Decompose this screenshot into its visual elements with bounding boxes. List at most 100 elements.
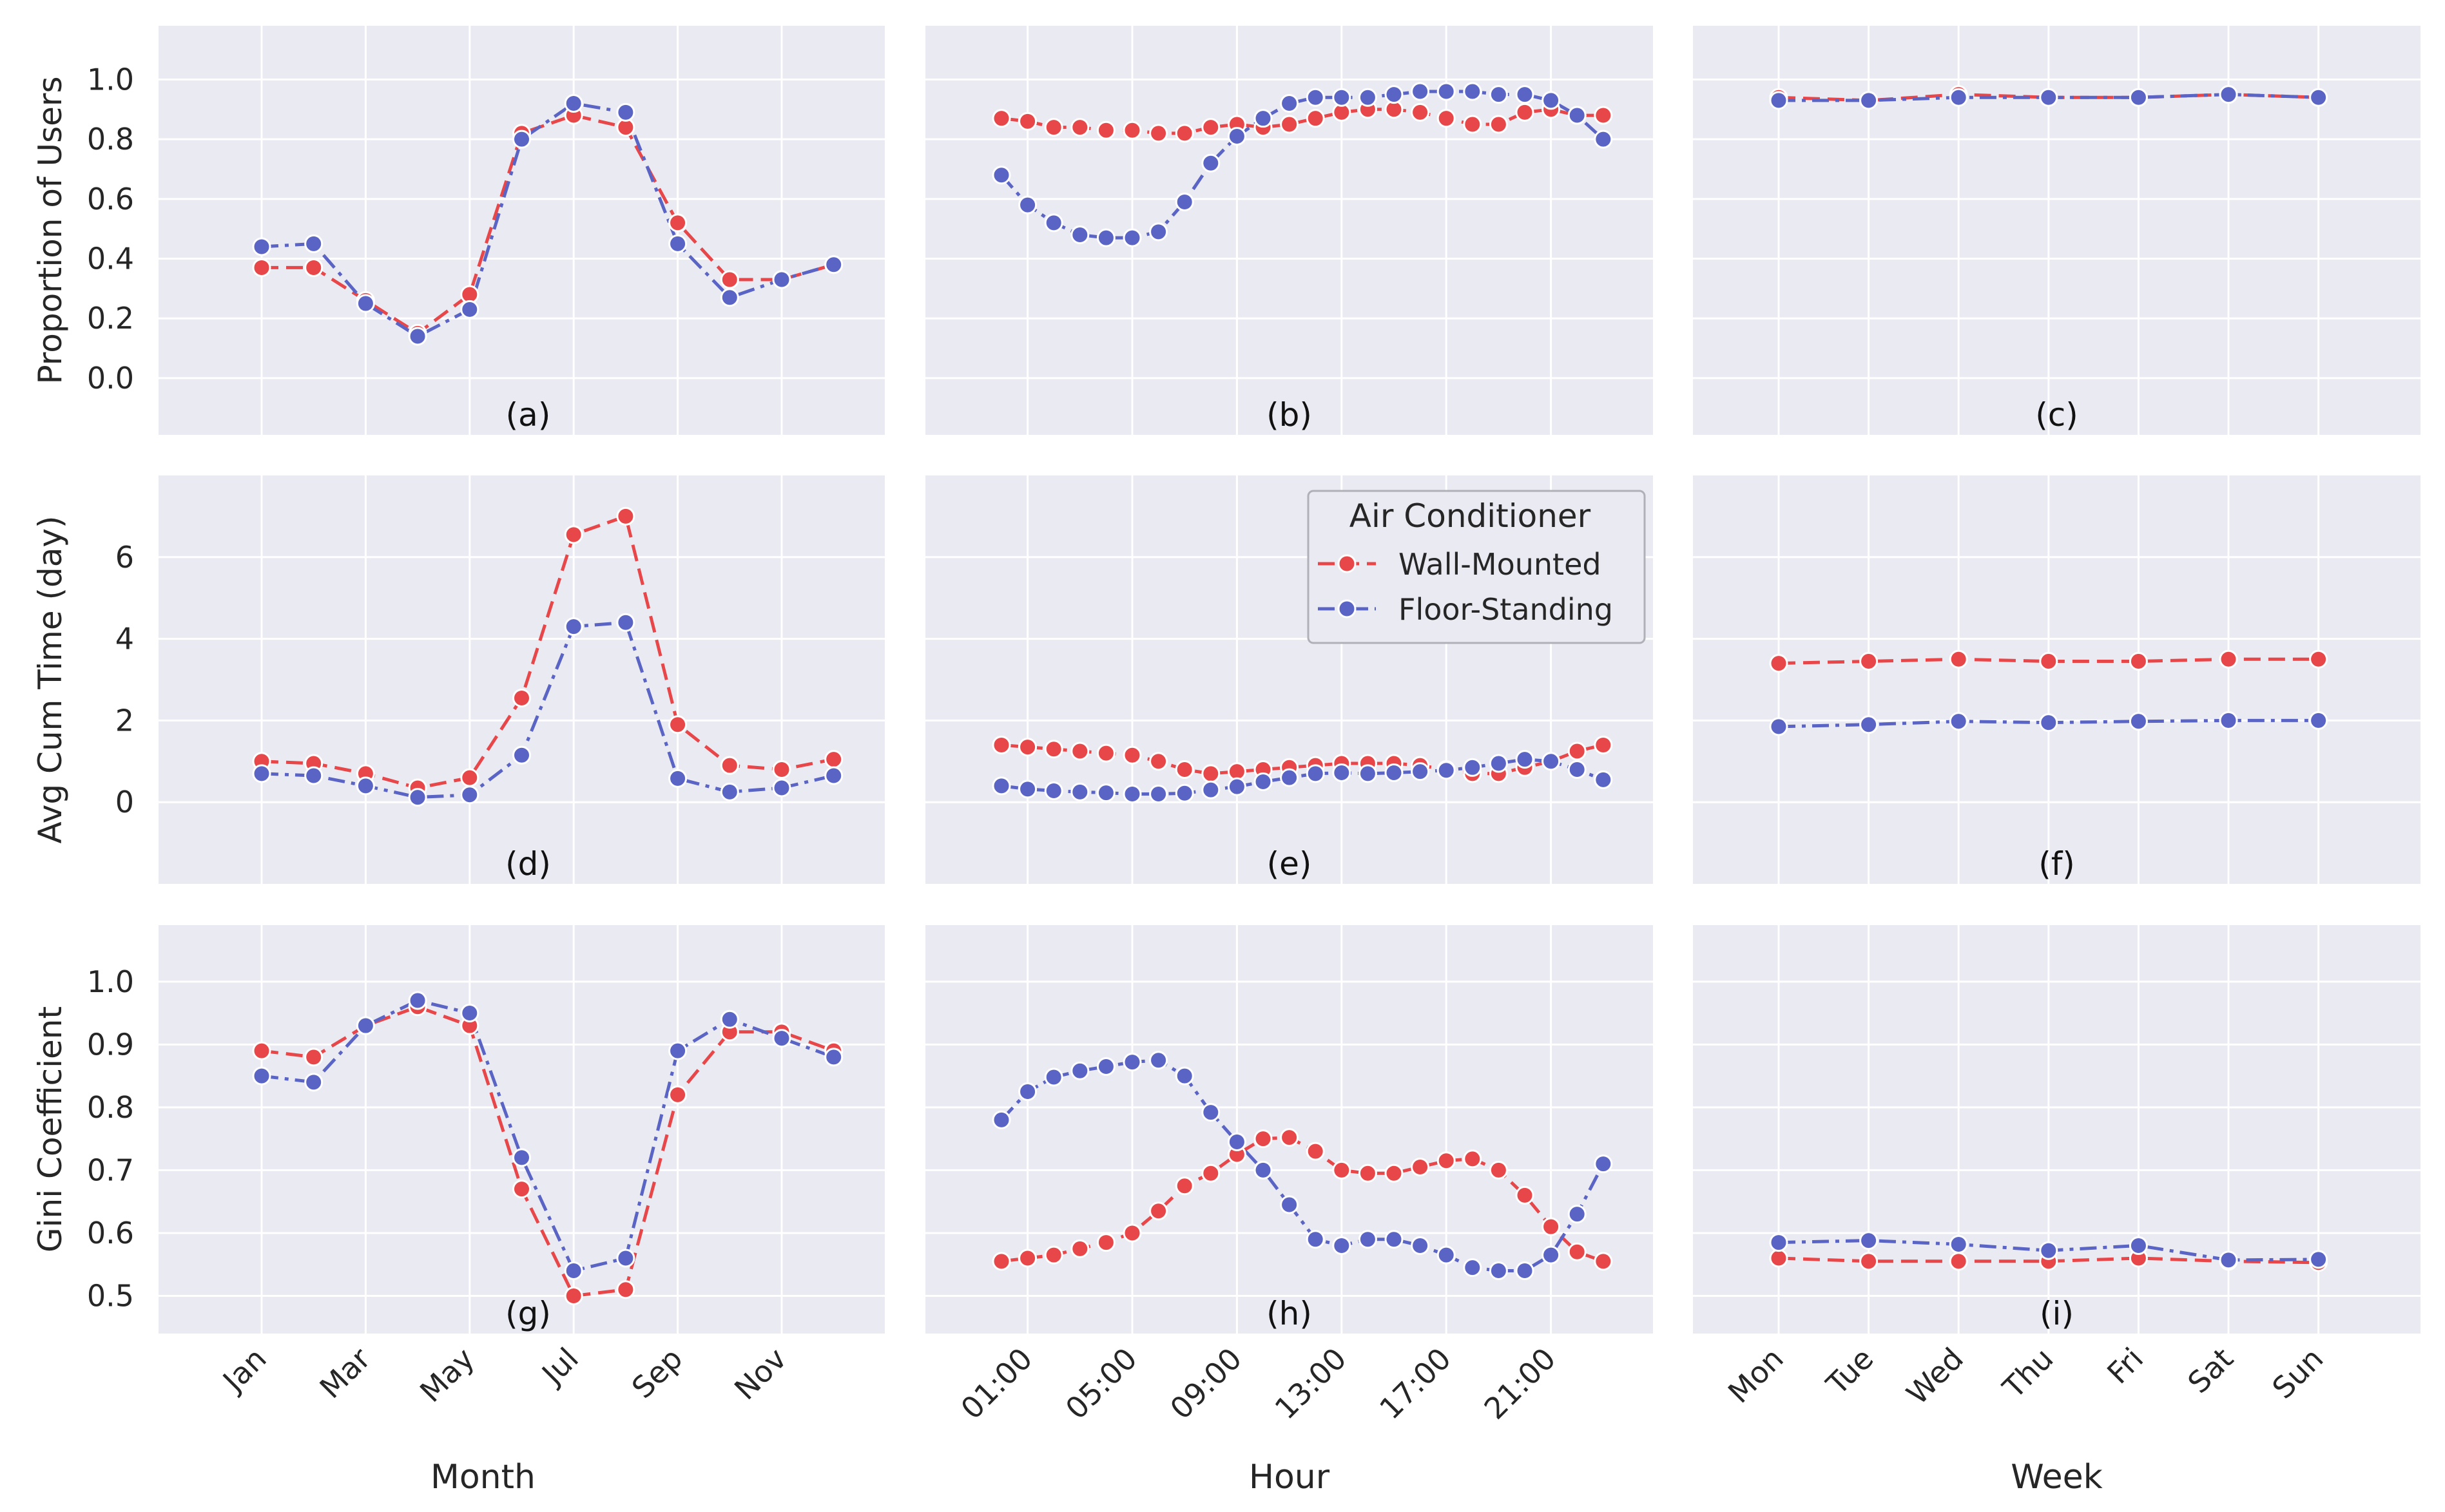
- data-point-wall-mounted: [1201, 764, 1221, 783]
- data-point-floor-standing: [1253, 772, 1273, 791]
- data-point-floor-standing: [1463, 758, 1482, 777]
- data-point-floor-standing: [1018, 780, 1038, 799]
- data-point-floor-standing: [1070, 782, 1090, 801]
- data-point-wall-mounted: [1594, 1252, 1613, 1271]
- data-point-floor-standing: [1175, 783, 1194, 803]
- data-point-wall-mounted: [992, 109, 1011, 128]
- data-point-floor-standing: [252, 237, 271, 256]
- data-point-wall-mounted: [1594, 735, 1613, 754]
- x-tick-label: 21:00: [1477, 1341, 1562, 1426]
- panel-background: [159, 925, 885, 1334]
- data-point-floor-standing: [1306, 1230, 1325, 1249]
- data-point-wall-mounted: [1149, 1201, 1168, 1221]
- x-tick-label: Mar: [313, 1341, 378, 1406]
- y-tick-label: 1.0: [87, 62, 134, 97]
- data-point-wall-mounted: [1515, 102, 1534, 122]
- data-point-floor-standing: [1515, 1261, 1534, 1280]
- data-point-floor-standing: [1253, 109, 1273, 128]
- series-line-floor-standing: [261, 101, 835, 338]
- data-point-floor-standing: [1567, 106, 1587, 125]
- data-point-floor-standing: [1567, 760, 1587, 779]
- data-point-wall-mounted: [1949, 1252, 1968, 1271]
- data-point-floor-standing: [1175, 1066, 1194, 1086]
- data-point-wall-mounted: [1489, 115, 1508, 134]
- x-tick-label: Jan: [215, 1341, 273, 1399]
- x-tick-label: Jul: [534, 1341, 585, 1393]
- legend: Air Conditioner Wall-Mounted Floor-Standin…: [1307, 490, 1646, 644]
- data-point-floor-standing: [616, 613, 635, 632]
- panel-h: (h): [925, 925, 1653, 1334]
- data-point-wall-mounted: [1769, 654, 1788, 673]
- data-point-floor-standing: [1332, 763, 1351, 783]
- data-point-floor-standing: [1201, 1103, 1221, 1122]
- data-point-floor-standing: [564, 617, 583, 636]
- data-point-wall-mounted: [720, 270, 739, 289]
- data-point-floor-standing: [2129, 712, 2148, 731]
- y-tick-label: 1.0: [87, 964, 134, 999]
- data-point-floor-standing: [720, 288, 739, 307]
- panel-b: (b): [925, 26, 1653, 435]
- x-axis-label: Hour: [1249, 1458, 1330, 1497]
- data-point-wall-mounted: [1044, 740, 1063, 759]
- data-point-floor-standing: [356, 1016, 375, 1035]
- y-tick-label: 0.4: [87, 242, 134, 276]
- series-line-floor-standing: [261, 999, 835, 1273]
- data-point-wall-mounted: [1018, 111, 1038, 131]
- data-point-floor-standing: [720, 782, 739, 801]
- data-point-floor-standing: [304, 766, 324, 785]
- y-tick-label: 4: [115, 622, 134, 656]
- data-point-floor-standing: [1436, 1245, 1456, 1265]
- data-point-floor-standing: [1515, 85, 1534, 104]
- data-point-floor-standing: [1123, 228, 1142, 247]
- x-tick-label: Fri: [2100, 1341, 2150, 1391]
- data-point-floor-standing: [1096, 783, 1116, 803]
- data-point-wall-mounted: [2309, 649, 2328, 669]
- data-point-floor-standing: [1859, 715, 1879, 734]
- data-point-floor-standing: [1949, 1234, 1968, 1254]
- data-point-wall-mounted: [1280, 115, 1299, 134]
- data-point-floor-standing: [992, 1110, 1011, 1129]
- data-point-floor-standing: [824, 1048, 844, 1067]
- data-point-wall-mounted: [668, 1085, 688, 1104]
- data-point-floor-standing: [824, 766, 844, 785]
- data-point-wall-mounted: [616, 506, 635, 526]
- data-point-floor-standing: [512, 1148, 531, 1167]
- data-point-floor-standing: [2129, 88, 2148, 107]
- data-point-floor-standing: [1594, 129, 1613, 149]
- data-point-floor-standing: [1018, 1082, 1038, 1101]
- data-point-floor-standing: [1384, 763, 1404, 783]
- panel-background: [159, 26, 885, 435]
- panel-c: (c): [1693, 26, 2421, 435]
- data-point-wall-mounted: [1096, 1233, 1116, 1252]
- x-tick-label: Sep: [625, 1341, 689, 1405]
- data-point-floor-standing: [1070, 1061, 1090, 1080]
- data-point-wall-mounted: [304, 258, 324, 277]
- data-point-floor-standing: [1227, 777, 1246, 796]
- x-tick-label: Nov: [728, 1341, 793, 1407]
- data-point-wall-mounted: [1149, 124, 1168, 143]
- data-point-floor-standing: [772, 270, 791, 289]
- data-point-floor-standing: [408, 788, 427, 807]
- data-point-floor-standing: [772, 778, 791, 798]
- panel-background: [1693, 26, 2421, 435]
- x-tick-label: 09:00: [1163, 1341, 1248, 1426]
- data-point-floor-standing: [2039, 88, 2058, 107]
- data-point-floor-standing: [1949, 88, 1968, 107]
- panel-label: (g): [505, 1295, 551, 1332]
- data-point-floor-standing: [1227, 126, 1246, 146]
- data-point-wall-mounted: [1436, 109, 1456, 128]
- data-point-floor-standing: [460, 300, 479, 319]
- y-tick-label: 0.8: [87, 122, 134, 157]
- data-point-floor-standing: [668, 769, 688, 788]
- data-point-wall-mounted: [824, 750, 844, 769]
- data-point-wall-mounted: [1018, 1249, 1038, 1268]
- panel-a: 0.0 0.2 0.4 0.6 0.8 1.0 (a): [87, 26, 885, 435]
- data-point-floor-standing: [356, 294, 375, 313]
- data-point-floor-standing: [1044, 781, 1063, 800]
- data-point-floor-standing: [512, 129, 531, 149]
- data-point-wall-mounted: [1463, 1149, 1482, 1169]
- data-point-wall-mounted: [1384, 1163, 1404, 1183]
- data-point-wall-mounted: [1018, 738, 1038, 757]
- y-tick-label: 0.2: [87, 301, 134, 336]
- data-point-floor-standing: [304, 1073, 324, 1092]
